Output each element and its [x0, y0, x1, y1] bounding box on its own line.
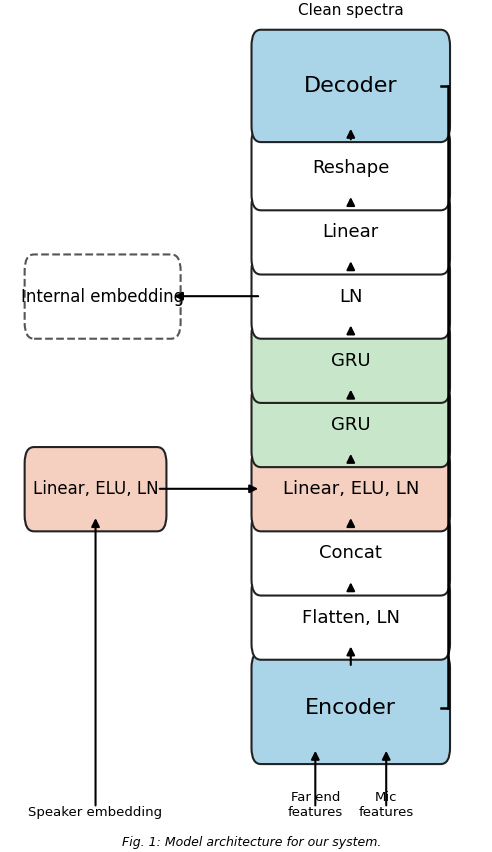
FancyBboxPatch shape: [251, 319, 450, 403]
Text: Clean spectra: Clean spectra: [298, 3, 403, 18]
Text: Far end
features: Far end features: [288, 791, 343, 819]
FancyBboxPatch shape: [251, 190, 450, 274]
Text: Decoder: Decoder: [304, 76, 398, 96]
FancyBboxPatch shape: [251, 30, 450, 142]
Text: Concat: Concat: [319, 544, 382, 562]
Text: Reshape: Reshape: [312, 159, 390, 177]
FancyBboxPatch shape: [251, 447, 450, 532]
Text: Linear, ELU, LN: Linear, ELU, LN: [33, 481, 158, 498]
FancyBboxPatch shape: [251, 575, 450, 659]
FancyBboxPatch shape: [25, 447, 166, 532]
Text: Linear, ELU, LN: Linear, ELU, LN: [282, 481, 419, 498]
FancyBboxPatch shape: [251, 511, 450, 596]
Text: Fig. 1: Model architecture for our system.: Fig. 1: Model architecture for our syste…: [122, 837, 381, 849]
Text: Flatten, LN: Flatten, LN: [302, 608, 400, 626]
FancyBboxPatch shape: [251, 383, 450, 467]
FancyBboxPatch shape: [25, 255, 181, 339]
Text: Mic
features: Mic features: [359, 791, 414, 819]
Text: Linear: Linear: [323, 223, 379, 241]
FancyBboxPatch shape: [251, 126, 450, 210]
Text: LN: LN: [339, 288, 363, 306]
Text: Encoder: Encoder: [305, 698, 396, 718]
Text: Speaker embedding: Speaker embedding: [29, 806, 162, 819]
FancyBboxPatch shape: [251, 255, 450, 339]
Text: GRU: GRU: [331, 416, 370, 434]
Text: Internal embedding: Internal embedding: [21, 288, 184, 306]
Text: GRU: GRU: [331, 352, 370, 370]
FancyBboxPatch shape: [251, 652, 450, 764]
